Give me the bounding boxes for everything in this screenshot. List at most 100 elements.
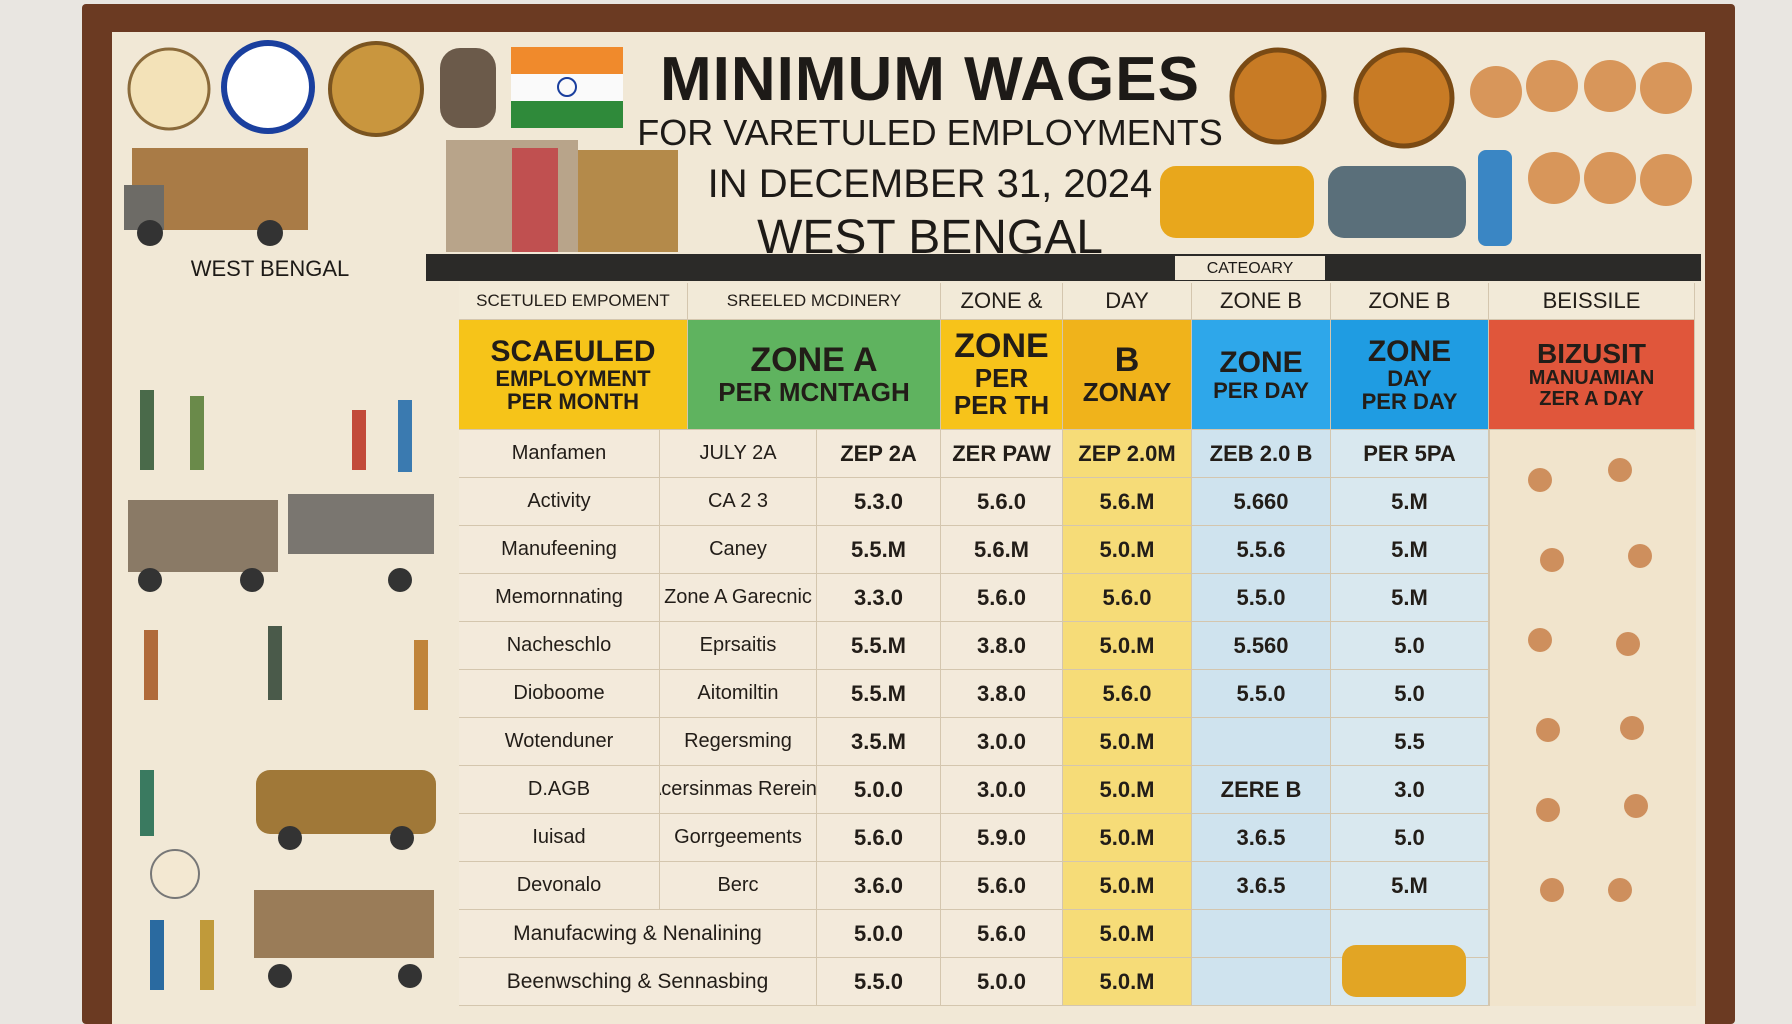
left-illustrations <box>128 390 436 990</box>
coin-stack <box>578 150 678 252</box>
value-text: 5.0.0 <box>854 776 903 802</box>
row-label-text: Beenwsching & Sennasbing <box>506 969 769 993</box>
value-cell: 3.8.0 <box>941 670 1063 718</box>
value-text: ZERE B <box>1220 776 1302 802</box>
value-cell: 5.0 <box>1331 670 1489 718</box>
row-sublabel-text: Eprsaitis <box>699 634 777 656</box>
value-text: 3.8.0 <box>977 632 1026 658</box>
value-text: 5.5.0 <box>854 968 903 994</box>
value-text: 3.8.0 <box>977 680 1026 706</box>
wheel <box>137 220 163 246</box>
bust-icon <box>440 48 496 128</box>
chakra-icon <box>221 40 315 134</box>
value-text: 5.5.0 <box>1236 584 1286 610</box>
top-header-cell: ZONE B <box>1192 283 1331 320</box>
header-text: PER DAY <box>1361 389 1458 415</box>
row-label: Iuisad <box>459 814 660 862</box>
value-cell: 5.660 <box>1192 478 1331 526</box>
header-text: ZONAY <box>1082 376 1172 407</box>
row-sublabel: Zone A Garecnic <box>660 574 817 622</box>
value-cell <box>1192 910 1331 958</box>
value-text: 5.6.M <box>973 536 1030 562</box>
top-header-cell: SREELED MCDINERY <box>688 283 941 320</box>
value-cell <box>1331 910 1489 958</box>
value-cell <box>1192 958 1331 1006</box>
value-cell: 5.0.M <box>1063 910 1192 958</box>
coin-stack <box>512 148 558 252</box>
row-label-text: Manfamen <box>511 442 607 464</box>
flag-top <box>511 47 623 74</box>
bottle-icon <box>1478 150 1512 246</box>
value-cell: 5.5.6 <box>1192 526 1331 574</box>
value-cell: 5.6.0 <box>941 478 1063 526</box>
value-text: 5.5.M <box>850 536 907 562</box>
value-text: 3.3.0 <box>854 584 903 610</box>
row-label-text: Devonalo <box>516 874 602 896</box>
value-cell: ZEB 2.0 B <box>1192 430 1331 478</box>
value-cell: 5.560 <box>1192 622 1331 670</box>
value-text: ZER PAW <box>952 440 1051 466</box>
header-cell: ZONE PER PER TH <box>941 320 1063 430</box>
value-text: 5.660 <box>1233 488 1289 514</box>
value-cell: 5.5 <box>1331 718 1489 766</box>
row-sublabel: Aitomiltin <box>660 670 817 718</box>
row-label: Dioboome <box>459 670 660 718</box>
value-cell: ZERE B <box>1192 766 1331 814</box>
value-cell <box>1192 718 1331 766</box>
value-text: 3.5.M <box>850 728 907 754</box>
value-text: 5.M <box>1391 872 1428 898</box>
value-cell: 5.0.M <box>1063 622 1192 670</box>
flag-wheel <box>557 77 577 97</box>
value-cell: 5.5.M <box>817 526 941 574</box>
value-text: 5.M <box>1391 536 1428 562</box>
value-cell: 3.0.0 <box>941 718 1063 766</box>
header-text: ZONE <box>1219 346 1303 380</box>
value-cell: 5.5.0 <box>817 958 941 1006</box>
category-label-box <box>1175 256 1325 280</box>
value-cell: 5.5.M <box>817 622 941 670</box>
value-text: 5.0 <box>1394 680 1425 706</box>
header-text: B <box>1114 341 1140 379</box>
banner-category: CATEOARY <box>1206 260 1294 277</box>
value-text: 3.0.0 <box>977 776 1026 802</box>
poster-date: IN DECEMBER 31, 2024 <box>707 162 1153 206</box>
row-label: Activity <box>459 478 660 526</box>
header-text: ZONE <box>1367 334 1452 368</box>
header-text: PER DAY <box>1213 377 1309 403</box>
value-text: 5.0.M <box>1099 536 1155 562</box>
row-label-text: D.AGB <box>527 778 591 800</box>
header-cell: ZONE DAY PER DAY <box>1331 320 1489 430</box>
value-cell: ZEP 2.0M <box>1063 430 1192 478</box>
value-cell: 3.8.0 <box>941 622 1063 670</box>
poster-subtitle: FOR VARETULED EMPLOYMENTS <box>637 112 1223 153</box>
value-cell: 5.6.M <box>1063 478 1192 526</box>
row-label-text: Manufacwing & Nenalining <box>513 921 762 945</box>
value-cell <box>1331 958 1489 1006</box>
header-text: EMPLOYMENT <box>495 366 651 392</box>
row-label-text: Nacheschlo <box>506 634 612 656</box>
value-cell: 5.9.0 <box>941 814 1063 862</box>
top-header-cell: DAY <box>1063 283 1192 320</box>
row-label: Nacheschlo <box>459 622 660 670</box>
value-cell: 5.6.0 <box>941 910 1063 958</box>
value-cell: 5.0.0 <box>817 910 941 958</box>
value-text: 5.0 <box>1394 632 1425 658</box>
row-label-text: Iuisad <box>532 826 586 848</box>
top-header-text: ZONE & <box>960 288 1043 313</box>
value-text: 3.0.0 <box>977 728 1026 754</box>
value-text: PER 5PA <box>1363 440 1456 466</box>
row-label: Memornnating <box>459 574 660 622</box>
header-cell: BIZUSIT MANUAMIAN ZER A DAY <box>1489 320 1695 430</box>
top-header-text: ZONE B <box>1368 288 1451 313</box>
row-sublabel-text: Regersming <box>684 730 792 752</box>
value-text: ZEP 2A <box>840 440 917 466</box>
value-cell: 5.M <box>1331 478 1489 526</box>
header-cell: ZONE A PER MCNTAGH <box>688 320 941 430</box>
value-text: 5.3.0 <box>854 488 903 514</box>
illustration-column <box>1489 430 1696 1006</box>
value-cell: 5.M <box>1331 574 1489 622</box>
value-text: 5.5.M <box>850 680 907 706</box>
value-text: 5.0.M <box>1099 872 1155 898</box>
header-cell: B ZONAY <box>1063 320 1192 430</box>
